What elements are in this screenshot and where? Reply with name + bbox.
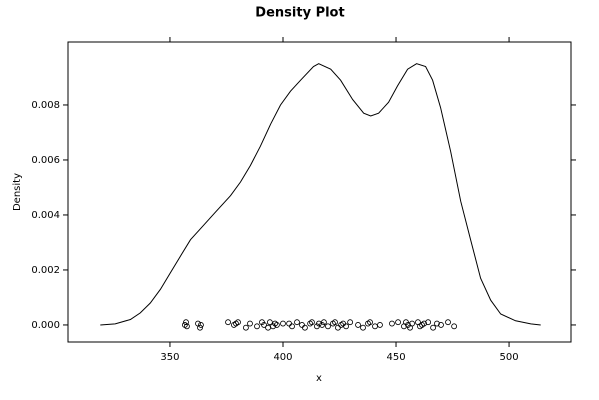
rug-point [343, 323, 349, 330]
x-axis-label: x [316, 373, 322, 384]
rug-point [302, 324, 308, 331]
rug-point [421, 320, 427, 327]
y-tick-label: 0.004 [31, 210, 60, 221]
y-tick-label: 0.006 [31, 155, 60, 166]
rug-point [243, 324, 249, 331]
rug-point [325, 323, 331, 330]
rug-point [265, 324, 271, 331]
rug-point [438, 322, 444, 328]
rug-point [294, 319, 300, 326]
rug-point [235, 319, 241, 326]
rug-point [198, 322, 204, 328]
y-tick-label: 0.002 [31, 265, 60, 276]
rug-point [299, 322, 305, 328]
rug-point [409, 320, 415, 327]
x-tick-label: 450 [386, 352, 405, 363]
rug-point [286, 320, 292, 327]
rug-point [254, 323, 260, 330]
rug-point [372, 323, 378, 330]
rug-point [309, 319, 315, 326]
rug-point [434, 320, 440, 327]
rug-point [425, 319, 432, 326]
y-tick-label: 0.008 [31, 100, 60, 111]
rug-point [355, 322, 361, 328]
rug-point [395, 319, 401, 326]
x-tick-label: 500 [500, 352, 519, 363]
rug-point [197, 324, 203, 331]
rug-point [247, 320, 253, 327]
rug-point [360, 324, 366, 331]
rug-point [184, 323, 190, 330]
rug-point [280, 320, 286, 327]
rug-point [261, 322, 267, 328]
rug-point [451, 323, 458, 330]
rug-point [335, 324, 341, 331]
plot-frame [67, 41, 572, 343]
rug-point [347, 319, 354, 326]
rug-point [289, 323, 295, 330]
x-tick-label: 400 [273, 352, 292, 363]
rug-point [321, 319, 327, 326]
rug-point [272, 320, 278, 327]
rug-point [266, 319, 273, 326]
rug-point [377, 322, 383, 328]
rug-point [445, 319, 451, 326]
x-tick-label: 350 [160, 352, 179, 363]
rug-point [430, 324, 436, 331]
rug-point [225, 319, 231, 326]
y-tick-label: 0.000 [31, 320, 60, 331]
rug-point [307, 320, 314, 327]
rug-point [367, 319, 373, 326]
rug-point [183, 319, 189, 326]
rug-point [332, 319, 338, 326]
rug-point [389, 320, 395, 327]
rug-point [273, 322, 280, 328]
y-axis-label: Density [12, 173, 23, 211]
density-curve [100, 63, 541, 326]
chart-title: Density Plot [255, 6, 344, 21]
